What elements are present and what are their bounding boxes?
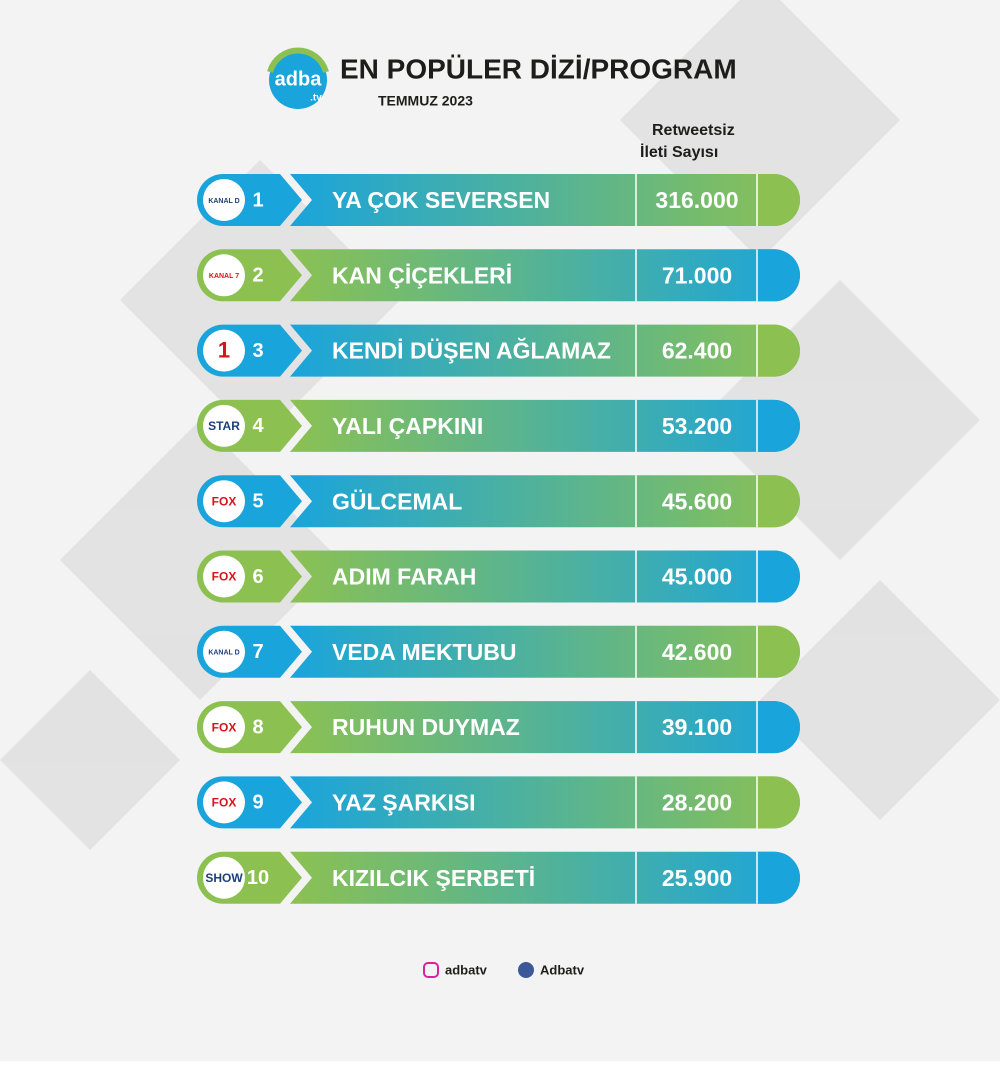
bar-end — [757, 324, 800, 377]
row: KANAL D 1 YA ÇOK SEVERSEN 316.000 — [197, 174, 800, 226]
channel-name: SHOW — [205, 871, 243, 885]
channel-logo — [203, 254, 245, 297]
bar — [290, 776, 800, 829]
logo-text: adba — [275, 68, 323, 90]
value: 53.200 — [662, 413, 732, 439]
logo — [269, 51, 327, 109]
bar — [290, 399, 800, 452]
rank: 7 — [252, 641, 263, 663]
subtitle: TEMMUZ 2023 — [378, 93, 473, 109]
column-header: İleti Sayısı — [640, 143, 718, 161]
rank: 9 — [252, 792, 263, 814]
bar — [290, 249, 800, 302]
row: 1 3 KENDİ DÜŞEN AĞLAMAZ 62.400 — [197, 324, 800, 377]
channel-name: FOX — [212, 494, 237, 508]
row: FOX 9 YAZ ŞARKISI 28.200 — [197, 776, 800, 829]
facebook-icon — [518, 962, 534, 978]
logo-suffix: .tv — [310, 93, 322, 104]
row: FOX 6 ADIM FARAH 45.000 — [197, 550, 800, 603]
column-header: Retweetsiz — [652, 122, 735, 139]
rank: 1 — [252, 189, 263, 211]
channel-name: FOX — [212, 796, 237, 810]
channel-logo — [203, 179, 245, 221]
rank: 4 — [252, 415, 264, 437]
facebook-handle: Adbatv — [540, 962, 585, 977]
program-title: YAZ ŞARKISI — [332, 789, 476, 815]
value: 71.000 — [662, 262, 732, 288]
instagram-handle: adbatv — [445, 962, 488, 977]
channel-logo — [203, 856, 245, 899]
row: STAR 4 YALI ÇAPKINI 53.200 — [197, 399, 800, 452]
channel-name: FOX — [212, 570, 237, 584]
channel-logo — [203, 555, 245, 598]
program-title: GÜLCEMAL — [332, 488, 462, 514]
bar-end — [757, 174, 800, 226]
channel-name: FOX — [212, 720, 237, 734]
channel-name: STAR — [208, 419, 240, 433]
channel-logo — [203, 706, 245, 749]
rank: 5 — [252, 490, 263, 512]
bar-end — [757, 776, 800, 829]
row: SHOW 10 KIZILCIK ŞERBETİ 25.900 — [197, 851, 800, 904]
program-title: KAN ÇİÇEKLERİ — [332, 262, 512, 288]
value: 25.900 — [662, 865, 732, 891]
bar — [290, 324, 800, 377]
row: KANAL D 7 VEDA MEKTUBU 42.600 — [197, 625, 800, 678]
bar — [290, 475, 800, 528]
rank: 6 — [252, 566, 263, 588]
title: EN POPÜLER DİZİ/PROGRAM — [340, 53, 737, 84]
channel-logo — [203, 404, 245, 447]
rank: 10 — [247, 867, 269, 889]
program-title: YALI ÇAPKINI — [332, 413, 483, 439]
program-title: ADIM FARAH — [332, 564, 476, 590]
rank: 3 — [252, 340, 263, 362]
program-title: KIZILCIK ŞERBETİ — [332, 865, 535, 891]
rank: 8 — [252, 716, 263, 738]
bar-end — [757, 249, 800, 302]
program-title: RUHUN DUYMAZ — [332, 714, 520, 740]
row: FOX 5 GÜLCEMAL 45.600 — [197, 475, 800, 528]
bar-end — [757, 625, 800, 678]
value: 39.100 — [662, 714, 732, 740]
bar — [290, 174, 800, 226]
channel-name: 1 — [218, 337, 230, 362]
value: 316.000 — [655, 187, 738, 213]
channel-logo — [203, 480, 245, 523]
channel-logo — [203, 630, 245, 673]
instagram-icon — [423, 962, 439, 978]
value: 42.600 — [662, 639, 732, 665]
bar-end — [757, 851, 800, 904]
value: 45.000 — [662, 564, 732, 590]
logo-arc — [267, 47, 329, 73]
value: 28.200 — [662, 789, 732, 815]
bar-end — [757, 550, 800, 603]
bar-end — [757, 399, 800, 452]
channel-logo — [203, 781, 245, 824]
bar — [290, 701, 800, 754]
channel-name: KANAL 7 — [209, 273, 239, 280]
program-title: YA ÇOK SEVERSEN — [332, 187, 550, 213]
row: KANAL 7 2 KAN ÇİÇEKLERİ 71.000 — [197, 249, 800, 302]
channel-name: KANAL D — [208, 198, 239, 205]
value: 62.400 — [662, 338, 732, 364]
program-title: VEDA MEKTUBU — [332, 639, 516, 665]
bar — [290, 625, 800, 678]
channel-logo — [203, 329, 245, 372]
bar-end — [757, 701, 800, 754]
program-title: KENDİ DÜŞEN AĞLAMAZ — [332, 337, 611, 364]
rank: 2 — [252, 265, 263, 287]
value: 45.600 — [662, 488, 732, 514]
bar — [290, 550, 800, 603]
bar — [290, 851, 800, 904]
bar-end — [757, 475, 800, 528]
row: FOX 8 RUHUN DUYMAZ 39.100 — [197, 701, 800, 754]
channel-name: KANAL D — [208, 650, 239, 657]
